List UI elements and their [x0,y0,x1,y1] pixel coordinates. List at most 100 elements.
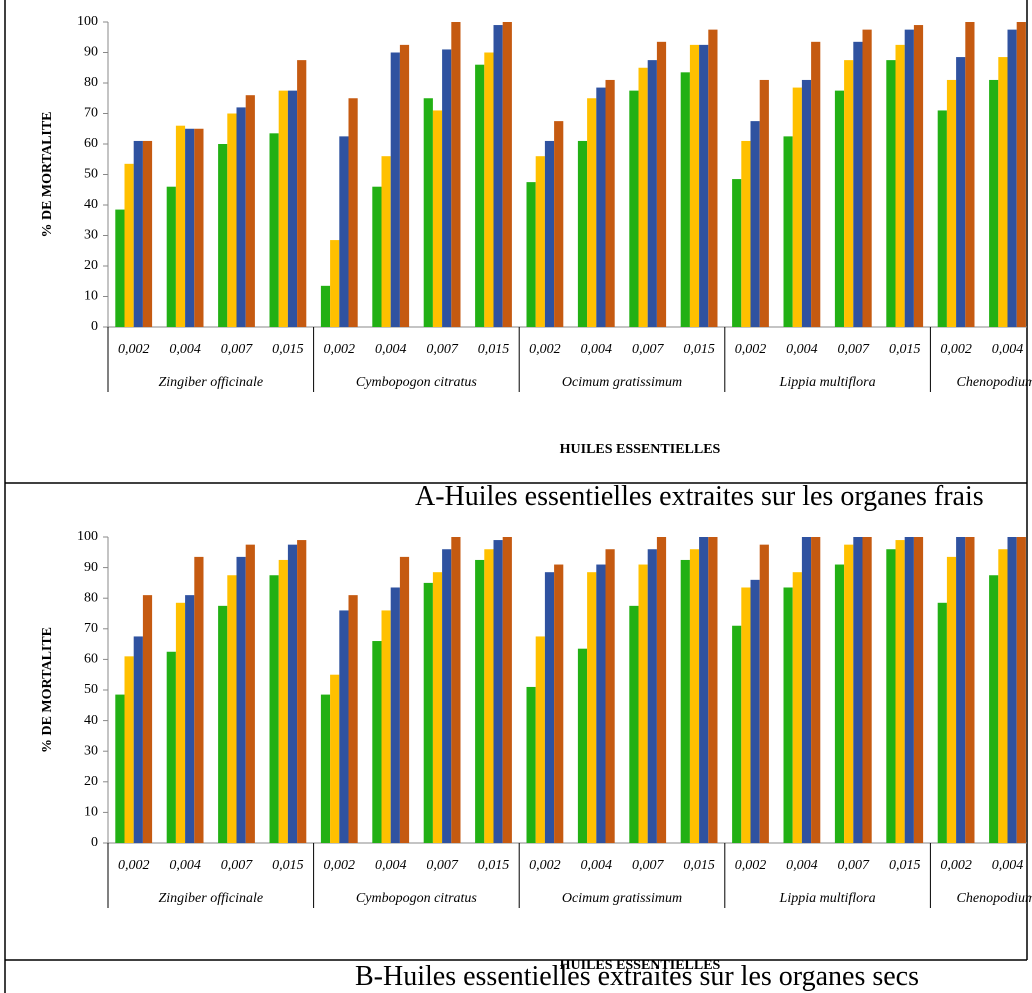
group-label: Lippia multiflora [779,375,876,390]
y-tick-label: 70 [84,621,98,636]
bar [451,22,461,327]
bar [647,60,657,327]
bar [989,575,999,843]
bar [965,537,975,843]
bar [956,57,966,327]
x-tick-label: 0,004 [375,342,407,357]
x-tick-label: 0,002 [529,342,561,357]
bar [577,648,588,843]
bar [372,186,382,327]
bar [680,559,690,843]
bar [783,136,793,327]
bar [381,610,391,843]
bar [783,587,793,843]
y-tick-label: 30 [84,228,98,243]
x-tick-label: 0,002 [324,858,356,873]
bar [381,156,391,327]
bar [759,79,769,327]
group-label: Ocimum gratissimum [562,375,682,390]
bar [904,537,914,843]
bar [330,240,340,327]
bar [185,595,195,843]
group-label: Cymbopogon citratus [356,891,477,906]
bar [946,79,957,327]
bar [493,540,503,843]
y-tick-label: 40 [84,197,98,212]
bar [269,133,279,327]
bar [834,564,845,843]
x-tick-label: 0,004 [581,342,613,357]
x-tick-label: 0,007 [632,342,665,357]
bar [886,549,896,843]
bar [741,140,751,327]
y-tick-label: 100 [77,14,98,29]
x-tick-label: 0,007 [221,858,254,873]
bar [759,544,769,843]
y-tick-label: 10 [84,289,98,304]
bar [175,602,186,843]
bar [792,87,802,327]
bar [587,98,597,327]
x-tick-label: 0,015 [889,342,921,357]
x-tick-label: 0,015 [683,342,715,357]
y-tick-label: 20 [84,774,98,789]
caption: A-Huiles essentielles extraites sur les … [415,481,984,512]
y-tick-label: 70 [84,106,98,121]
bar [629,90,639,327]
bar [596,564,606,843]
bars [115,22,1026,328]
bar [741,587,751,843]
bar [245,544,255,843]
bar [115,209,125,327]
bar [862,29,872,327]
bar [348,98,358,327]
bar [320,694,331,843]
bar [886,60,896,327]
y-tick-label: 50 [84,682,98,697]
bar [535,636,545,843]
group-label: Lippia multiflora [779,891,876,906]
x-tick-label: 0,002 [735,858,767,873]
x-tick-label: 0,002 [118,858,150,873]
bar [502,537,512,843]
bar [227,113,237,327]
x-tick-label: 0,015 [683,858,715,873]
bar [390,52,400,327]
bar [844,60,854,327]
x-tick-label: 0,015 [478,342,510,357]
x-tick-label: 0,002 [735,342,767,357]
x-tick-label: 0,004 [786,858,818,873]
group-label: Ocimum gratissimum [562,891,682,906]
bar [998,57,1008,327]
bar [946,556,957,843]
x-axis-title: HUILES ESSENTIELLES [560,442,721,457]
bar [554,564,564,843]
bar [166,651,176,843]
y-tick-label: 80 [84,590,98,605]
bar [194,128,204,327]
bar [390,587,400,843]
bar [423,98,433,327]
x-tick-label: 0,007 [426,342,459,357]
bar [442,49,452,327]
bar [544,572,555,843]
group-label: Chenopodium [957,891,1032,906]
x-tick-label: 0,002 [940,342,972,357]
bar [792,572,802,843]
bar [708,29,718,327]
bar [596,87,606,327]
bar [348,595,358,843]
x-tick-label: 0,015 [272,858,304,873]
bar [708,537,718,843]
bar [115,694,125,843]
bar [732,625,742,843]
bar [442,549,452,843]
bar [278,90,288,327]
x-tick-label: 0,002 [118,342,150,357]
bar [750,579,760,843]
bar [124,163,134,327]
bar [989,79,999,327]
bar [1007,29,1017,327]
bar [1016,537,1026,843]
